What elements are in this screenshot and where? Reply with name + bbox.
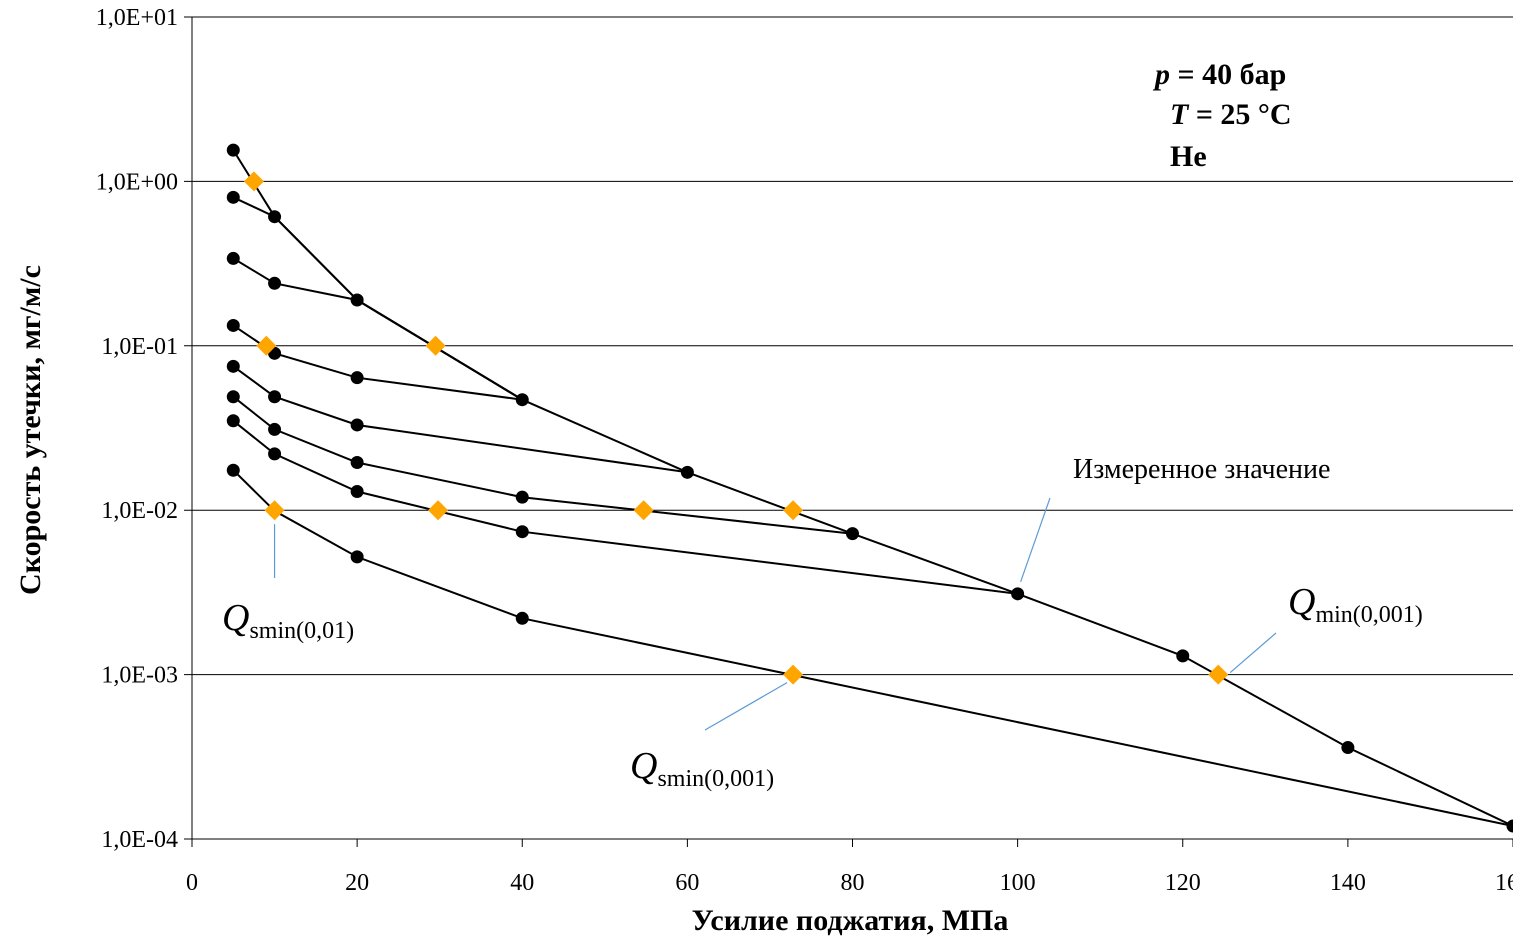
temperature-label: T = 25 °C bbox=[1170, 98, 1292, 131]
series-lines bbox=[232, 149, 1513, 827]
measured-point bbox=[226, 359, 240, 373]
y-tick-label: 1,0E-04 bbox=[101, 827, 178, 853]
measured-point bbox=[515, 611, 529, 625]
measured-point bbox=[226, 390, 240, 404]
x-tick-label: 160 bbox=[1495, 870, 1513, 896]
x-tick-label: 20 bbox=[345, 870, 369, 896]
measured-point bbox=[1506, 819, 1513, 833]
measured-point bbox=[268, 276, 282, 290]
measured-point bbox=[350, 293, 364, 307]
y-tick-label: 1,0E-01 bbox=[101, 334, 178, 360]
measured-value-annotation: Измеренное значение bbox=[1073, 454, 1330, 485]
measured-point bbox=[268, 422, 282, 436]
series-line bbox=[232, 149, 1513, 827]
threshold-marker bbox=[243, 171, 264, 192]
temperature-symbol: T bbox=[1170, 98, 1190, 131]
gas-label: He bbox=[1170, 140, 1207, 173]
threshold-marker bbox=[783, 500, 804, 521]
q-min-0001-subscript: min(0,001) bbox=[1315, 602, 1422, 628]
q-smin-001-subscript: smin(0,01) bbox=[249, 618, 354, 644]
x-tick-label: 120 bbox=[1165, 870, 1201, 896]
measured-point bbox=[515, 393, 529, 407]
y-axis-title: Скорость утечки, мг/м/с bbox=[14, 265, 47, 595]
measured-point bbox=[226, 143, 240, 157]
measured-point bbox=[680, 465, 694, 479]
measured-point bbox=[1176, 649, 1190, 663]
series-line bbox=[232, 395, 853, 535]
annotation-leaders bbox=[273, 497, 1277, 731]
q-symbol: Q bbox=[630, 745, 657, 787]
temperature-value: = 25 °C bbox=[1188, 98, 1291, 131]
threshold-marker bbox=[264, 500, 285, 521]
pressure-symbol: p bbox=[1152, 58, 1170, 91]
x-tick-labels: 0 20 40 60 80 100 120 140 160 bbox=[186, 870, 1513, 896]
series-line bbox=[232, 469, 1513, 827]
measured-point bbox=[515, 490, 529, 504]
measured-point bbox=[846, 527, 859, 541]
measured-point bbox=[1011, 587, 1025, 601]
measured-point bbox=[1341, 741, 1355, 755]
measured-point bbox=[350, 418, 364, 432]
measured-point bbox=[226, 463, 240, 477]
measured-point bbox=[350, 484, 364, 498]
series-line bbox=[232, 324, 523, 401]
measured-points bbox=[226, 143, 1513, 833]
x-tick-label: 140 bbox=[1330, 870, 1366, 896]
annotation-leader-line bbox=[1020, 497, 1051, 583]
x-tick-label: 100 bbox=[1000, 870, 1036, 896]
axes bbox=[191, 17, 1513, 847]
measured-point bbox=[268, 390, 282, 404]
threshold-marker bbox=[256, 335, 277, 356]
y-tick-label: 1,0E-02 bbox=[101, 498, 178, 524]
series-line bbox=[232, 196, 523, 401]
measured-point bbox=[350, 550, 364, 564]
q-symbol: Q bbox=[1288, 581, 1315, 623]
q-smin-0001-subscript: smin(0,001) bbox=[657, 766, 774, 792]
measured-point bbox=[226, 190, 240, 204]
x-axis-title: Усилие поджатия, МПа bbox=[692, 904, 1009, 937]
x-tick-label: 0 bbox=[186, 870, 198, 896]
y-tick-label: 1,0E+01 bbox=[96, 5, 178, 31]
pressure-label: p = 40 бар bbox=[1152, 58, 1286, 91]
measured-point bbox=[268, 447, 282, 461]
measured-point bbox=[268, 210, 282, 224]
x-tick-label: 60 bbox=[675, 870, 699, 896]
y-tick-label: 1,0E+00 bbox=[96, 169, 178, 195]
threshold-marker bbox=[783, 664, 804, 685]
q-symbol: Q bbox=[222, 597, 249, 639]
x-tick-label: 40 bbox=[510, 870, 534, 896]
x-tick-label: 80 bbox=[841, 870, 865, 896]
q-smin-0001-annotation: Qsmin(0,001) bbox=[630, 745, 774, 792]
series-line bbox=[232, 365, 688, 474]
measured-point bbox=[226, 414, 240, 428]
threshold-marker bbox=[428, 500, 449, 521]
measured-point bbox=[515, 525, 529, 539]
annotation-leader-line bbox=[704, 682, 788, 731]
threshold-markers bbox=[243, 171, 1229, 685]
pressure-value: = 40 бар bbox=[1170, 58, 1286, 91]
q-min-0001-annotation: Qmin(0,001) bbox=[1288, 581, 1423, 628]
measured-point bbox=[226, 251, 240, 265]
measured-point bbox=[350, 456, 364, 470]
y-tick-labels: 1,0E-04 1,0E-03 1,0E-02 1,0E-01 1,0E+00 1,0E+… bbox=[96, 5, 178, 853]
y-tick-label: 1,0E-03 bbox=[101, 663, 178, 689]
annotation-leader-line bbox=[1229, 632, 1277, 674]
series-line bbox=[232, 420, 1018, 595]
threshold-marker bbox=[425, 335, 446, 356]
threshold-marker bbox=[633, 500, 654, 521]
q-smin-001-annotation: Qsmin(0,01) bbox=[222, 597, 354, 644]
threshold-marker bbox=[1208, 664, 1229, 685]
measured-point bbox=[350, 371, 364, 385]
measured-point bbox=[226, 318, 240, 332]
